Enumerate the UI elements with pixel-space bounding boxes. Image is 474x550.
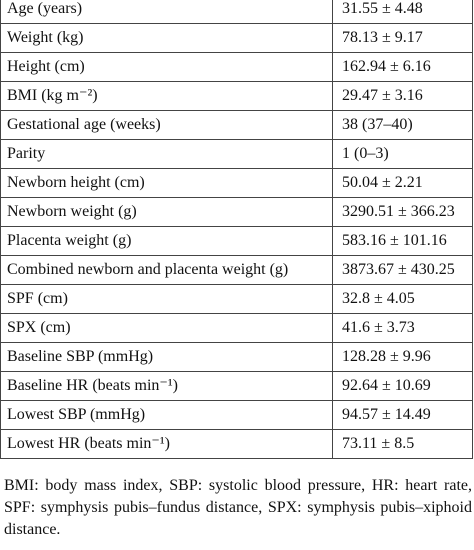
table-row: Lowest HR (beats min⁻¹) 73.11 ± 8.5 <box>0 429 473 459</box>
table-row: SPF (cm) 32.8 ± 4.05 <box>0 284 473 314</box>
table-row: Age (years) 31.55 ± 4.48 <box>0 0 473 24</box>
footnote: BMI: body mass index, SBP: systolic bloo… <box>4 477 472 538</box>
label-cell: Lowest HR (beats min⁻¹) <box>0 429 333 459</box>
table-row: Gestational age (weeks) 38 (37–40) <box>0 110 473 140</box>
value-cell: 92.64 ± 10.69 <box>332 371 473 401</box>
label-cell: SPF (cm) <box>0 284 333 314</box>
label-cell: Gestational age (weeks) <box>0 110 333 140</box>
value-cell: 94.57 ± 14.49 <box>332 400 473 430</box>
value-cell: 32.8 ± 4.05 <box>332 284 473 314</box>
value-cell: 583.16 ± 101.16 <box>332 226 473 256</box>
label-cell: Newborn weight (g) <box>0 197 333 227</box>
label-cell: Lowest SBP (mmHg) <box>0 400 333 430</box>
table-row: Newborn weight (g) 3290.51 ± 366.23 <box>0 197 473 227</box>
value-cell: 162.94 ± 6.16 <box>332 52 473 82</box>
label-cell: SPX (cm) <box>0 313 333 343</box>
value-cell: 1 (0–3) <box>332 139 473 169</box>
value-cell: 29.47 ± 3.16 <box>332 81 473 111</box>
table-row: Baseline HR (beats min⁻¹) 92.64 ± 10.69 <box>0 371 473 401</box>
table-row: SPX (cm) 41.6 ± 3.73 <box>0 313 473 343</box>
label-cell: Baseline HR (beats min⁻¹) <box>0 371 333 401</box>
data-table: Age (years) 31.55 ± 4.48 Weight (kg) 78.13 … <box>0 0 473 459</box>
value-cell: 78.13 ± 9.17 <box>332 23 473 53</box>
value-cell: 3290.51 ± 366.23 <box>332 197 473 227</box>
value-cell: 41.6 ± 3.73 <box>332 313 473 343</box>
table-row: Parity 1 (0–3) <box>0 139 473 169</box>
label-cell: Weight (kg) <box>0 23 333 53</box>
value-cell: 128.28 ± 9.96 <box>332 342 473 372</box>
label-cell: Baseline SBP (mmHg) <box>0 342 333 372</box>
value-cell: 31.55 ± 4.48 <box>332 0 473 24</box>
value-cell: 73.11 ± 8.5 <box>332 429 473 459</box>
table-row: Baseline SBP (mmHg) 128.28 ± 9.96 <box>0 342 473 372</box>
label-cell: Combined newborn and placenta weight (g) <box>0 255 333 285</box>
table-row: Weight (kg) 78.13 ± 9.17 <box>0 23 473 53</box>
value-cell: 38 (37–40) <box>332 110 473 140</box>
label-cell: Newborn height (cm) <box>0 168 333 198</box>
label-cell: Parity <box>0 139 333 169</box>
table-row: BMI (kg m⁻²) 29.47 ± 3.16 <box>0 81 473 111</box>
label-cell: BMI (kg m⁻²) <box>0 81 333 111</box>
table-row: Lowest SBP (mmHg) 94.57 ± 14.49 <box>0 400 473 430</box>
label-cell: Placenta weight (g) <box>0 226 333 256</box>
label-cell: Age (years) <box>0 0 333 24</box>
value-cell: 3873.67 ± 430.25 <box>332 255 473 285</box>
table-row: Placenta weight (g) 583.16 ± 101.16 <box>0 226 473 256</box>
table-row: Newborn height (cm) 50.04 ± 2.21 <box>0 168 473 198</box>
label-cell: Height (cm) <box>0 52 333 82</box>
table-row: Combined newborn and placenta weight (g)… <box>0 255 473 285</box>
table-row: Height (cm) 162.94 ± 6.16 <box>0 52 473 82</box>
value-cell: 50.04 ± 2.21 <box>332 168 473 198</box>
